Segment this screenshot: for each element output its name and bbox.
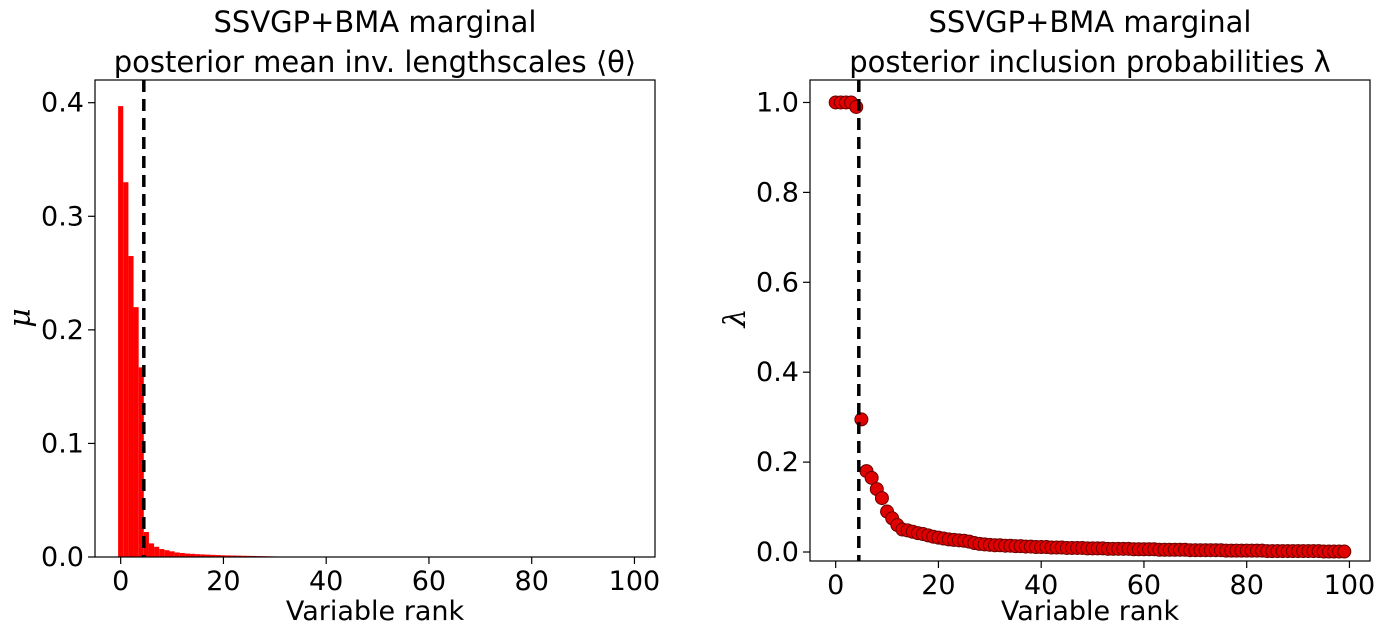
bar [133, 307, 139, 557]
left-chart-title-line2: posterior mean inv. lengthscales ⟨θ⟩ [114, 45, 636, 79]
x-tick-label: 20 [921, 570, 955, 601]
y-tick-label: 0.1 [41, 428, 84, 459]
y-tick-label: 0.0 [41, 542, 84, 573]
bar [159, 549, 165, 557]
left-chart-x-axis: 0 20 40 60 80 100 [112, 557, 660, 597]
y-tick-label: 0.3 [41, 201, 84, 232]
bar [169, 551, 175, 557]
bar [200, 554, 206, 557]
y-tick-label: 0.6 [756, 267, 799, 298]
bar [138, 367, 144, 557]
right-chart-panel: SSVGP+BMA marginal posterior inclusion p… [718, 5, 1375, 627]
bar [220, 555, 227, 557]
right-chart-title-line2: posterior inclusion probabilities λ [849, 45, 1331, 79]
left-chart-marks [118, 106, 288, 558]
x-tick-label: 80 [1230, 570, 1264, 601]
y-tick-label: 1.0 [756, 87, 799, 118]
x-tick-label: 100 [609, 566, 661, 597]
left-chart-title-line1: SSVGP+BMA marginal [214, 5, 537, 39]
bar [205, 554, 211, 557]
x-tick-label: 40 [1024, 570, 1058, 601]
right-chart-x-axis: 0 20 40 60 80 100 [827, 561, 1375, 601]
x-tick-label: 40 [309, 566, 343, 597]
right-chart-marks [828, 95, 1352, 559]
bar [231, 555, 237, 557]
x-tick-label: 60 [412, 566, 446, 597]
bar [118, 106, 124, 558]
right-chart-x-axis-label: Variable rank [1001, 596, 1180, 627]
y-tick-label: 0.2 [41, 315, 84, 346]
bar [236, 555, 242, 557]
right-chart-y-axis: 0.0 0.2 0.4 0.6 0.8 1.0 [756, 87, 810, 568]
y-tick-label: 0.4 [756, 357, 799, 388]
y-tick-label: 0.4 [41, 88, 84, 119]
y-tick-label: 0.2 [756, 447, 799, 478]
x-tick-label: 100 [1324, 570, 1376, 601]
bar [179, 553, 185, 557]
scatter-point [874, 491, 889, 506]
bar [123, 182, 129, 557]
x-tick-label: 60 [1127, 570, 1161, 601]
bar [164, 550, 170, 557]
bar [143, 532, 149, 557]
x-tick-label: 0 [112, 566, 129, 597]
bar [184, 553, 191, 557]
bar [148, 543, 155, 557]
right-chart-y-axis-label: λ [718, 308, 753, 328]
bar [215, 555, 221, 557]
bar [128, 256, 134, 557]
bar [210, 554, 216, 557]
left-chart-panel: SSVGP+BMA marginal posterior mean inv. l… [3, 5, 660, 627]
bar [195, 554, 201, 557]
bar [174, 552, 180, 557]
bar [241, 555, 247, 557]
scatter-point [1337, 544, 1352, 559]
x-tick-label: 20 [206, 566, 240, 597]
x-tick-label: 80 [515, 566, 549, 597]
x-tick-label: 0 [827, 570, 844, 601]
y-tick-label: 0.0 [756, 537, 799, 568]
left-chart-y-axis: 0.0 0.1 0.2 0.3 0.4 [41, 88, 95, 573]
bar [190, 553, 196, 557]
left-chart-x-axis-label: Variable rank [286, 596, 465, 627]
bar [226, 555, 232, 557]
left-chart-frame [94, 79, 656, 558]
left-chart-y-axis-label: μ [3, 308, 38, 328]
right-chart-title-line1: SSVGP+BMA marginal [929, 5, 1252, 39]
y-tick-label: 0.8 [756, 177, 799, 208]
right-chart-frame [809, 79, 1371, 562]
bar [154, 546, 160, 557]
scatter-point [854, 412, 869, 427]
scatter-point [849, 99, 864, 114]
